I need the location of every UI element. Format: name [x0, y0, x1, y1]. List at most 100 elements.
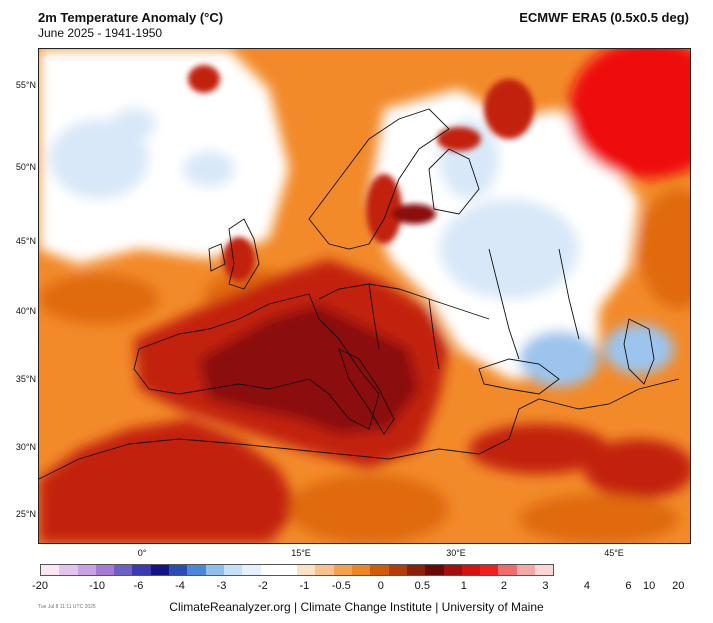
- color-swatch: [77, 565, 96, 575]
- color-scale-label: -0.5: [331, 580, 351, 592]
- color-scale-label: 20: [672, 580, 685, 592]
- color-swatch: [114, 565, 133, 575]
- color-swatch: [260, 565, 279, 575]
- fill-east-cool-1: [439, 199, 579, 299]
- coastline-italy: [338, 348, 395, 435]
- color-swatch: [187, 565, 206, 575]
- coastline-black-sea: [478, 358, 560, 395]
- lat-label-40: 40°N: [15, 306, 36, 316]
- color-swatch: [205, 565, 224, 575]
- color-scale-bar: [40, 564, 555, 576]
- fill-levant-warm: [469, 424, 609, 474]
- fill-atlantic-cool-1: [49, 119, 149, 199]
- color-scale-labels: -20 -10 -6 -4 -3 -2 -1 -0.5 0 0.5 1 2 3 4 6 10 20: [32, 580, 688, 594]
- fill-atlantic-neutral: [39, 49, 289, 264]
- color-swatch: [95, 565, 115, 575]
- color-swatch: [425, 565, 444, 575]
- color-swatch: [406, 565, 426, 575]
- fill-atlantic-cool-3: [183, 151, 235, 187]
- color-scale-label: -20: [32, 580, 48, 592]
- lat-label-55: 55°N: [15, 80, 36, 90]
- fill-uk-warm: [223, 237, 255, 281]
- border-line-5: [558, 248, 580, 340]
- color-swatch: [41, 565, 60, 575]
- color-swatch: [297, 565, 316, 575]
- map-subtitle: June 2025 - 1941-1950: [38, 26, 163, 40]
- coastline-scandinavia: [308, 108, 450, 250]
- coastline-finland: [428, 148, 480, 215]
- fill-atlantic-cool-2: [112, 108, 156, 140]
- fill-norway-warm: [484, 79, 534, 139]
- color-swatch: [150, 565, 170, 575]
- coastline-iberia-france: [133, 293, 380, 430]
- anomaly-map: [38, 48, 691, 544]
- credit-footer: ClimateReanalyzer.org | Climate Change I…: [169, 600, 544, 614]
- color-swatch: [169, 565, 188, 575]
- color-scale-label: -4: [175, 580, 185, 592]
- anomaly-map-svg: [39, 49, 690, 543]
- fill-atlantic-mild-2: [39, 274, 159, 324]
- color-scale-label: 2: [500, 580, 508, 592]
- color-scale-label: -6: [133, 580, 144, 592]
- color-swatch: [59, 565, 78, 575]
- color-swatch: [498, 565, 517, 575]
- color-swatch: [315, 565, 334, 575]
- border-line-4: [488, 248, 520, 360]
- fill-russia-mild: [639, 189, 690, 309]
- fill-kola-warm: [437, 127, 481, 151]
- fill-middle-east-warm: [584, 439, 690, 499]
- coastline-africa: [39, 378, 680, 480]
- border-line-2: [368, 283, 380, 350]
- color-scale-label: 0: [377, 580, 384, 592]
- fill-scandinavia-warm: [366, 174, 402, 244]
- color-swatch: [333, 565, 353, 575]
- fill-russia-very-warm: [569, 49, 690, 179]
- color-scale-label: 1: [460, 580, 467, 592]
- color-scale-label: -2: [258, 580, 268, 592]
- lat-label-35: 35°N: [15, 374, 36, 384]
- coastlines: [39, 108, 680, 480]
- color-swatch: [278, 565, 298, 575]
- color-scale-label: 6: [625, 580, 632, 592]
- coastline-caspian: [623, 318, 655, 385]
- fill-iceland-warm: [188, 65, 220, 93]
- color-scale-label: 4: [583, 580, 590, 592]
- timestamp-stamp: Tue Jul 8 11:11 UTC 2025: [38, 604, 96, 610]
- fill-finland-strong: [392, 204, 436, 224]
- border-line-1: [318, 283, 490, 320]
- lat-label-50: 50°N: [15, 162, 36, 172]
- coastline-ireland: [208, 243, 226, 272]
- color-swatch: [388, 565, 407, 575]
- color-swatch: [223, 565, 243, 575]
- lat-label-45: 45°N: [15, 236, 36, 246]
- color-scale-label: -3: [216, 580, 227, 592]
- color-swatch: [535, 565, 554, 575]
- lat-label-30: 30°N: [15, 442, 36, 452]
- map-title: 2m Temperature Anomaly (°C): [38, 10, 224, 25]
- lon-label-0: 0°: [137, 548, 147, 558]
- color-scale-label: 3: [542, 580, 549, 592]
- dataset-label: ECMWF ERA5 (0.5x0.5 deg): [519, 10, 689, 25]
- border-line-3: [428, 298, 440, 370]
- color-swatch: [516, 565, 536, 575]
- color-swatch: [132, 565, 151, 575]
- color-swatch: [242, 565, 261, 575]
- fill-africa-mild: [289, 474, 449, 543]
- lon-label-30e: 30°E: [446, 548, 466, 558]
- lon-label-45e: 45°E: [604, 548, 624, 558]
- fill-caspian-cool: [604, 324, 674, 374]
- color-scale-label: 10: [642, 580, 656, 592]
- color-scale-label: 0.5: [414, 580, 430, 592]
- color-swatch: [480, 565, 499, 575]
- color-scale-label: -10: [89, 580, 105, 592]
- color-swatch: [461, 565, 481, 575]
- fill-arabia-mild: [519, 494, 679, 543]
- color-swatch: [352, 565, 371, 575]
- lat-label-25: 25°N: [15, 509, 36, 519]
- color-scale-label: -1: [299, 580, 310, 592]
- coastline-uk: [228, 218, 260, 290]
- lon-label-15e: 15°E: [291, 548, 311, 558]
- fill-africa-warm: [39, 419, 299, 543]
- fill-east-cool-2: [519, 331, 599, 387]
- color-swatch: [443, 565, 462, 575]
